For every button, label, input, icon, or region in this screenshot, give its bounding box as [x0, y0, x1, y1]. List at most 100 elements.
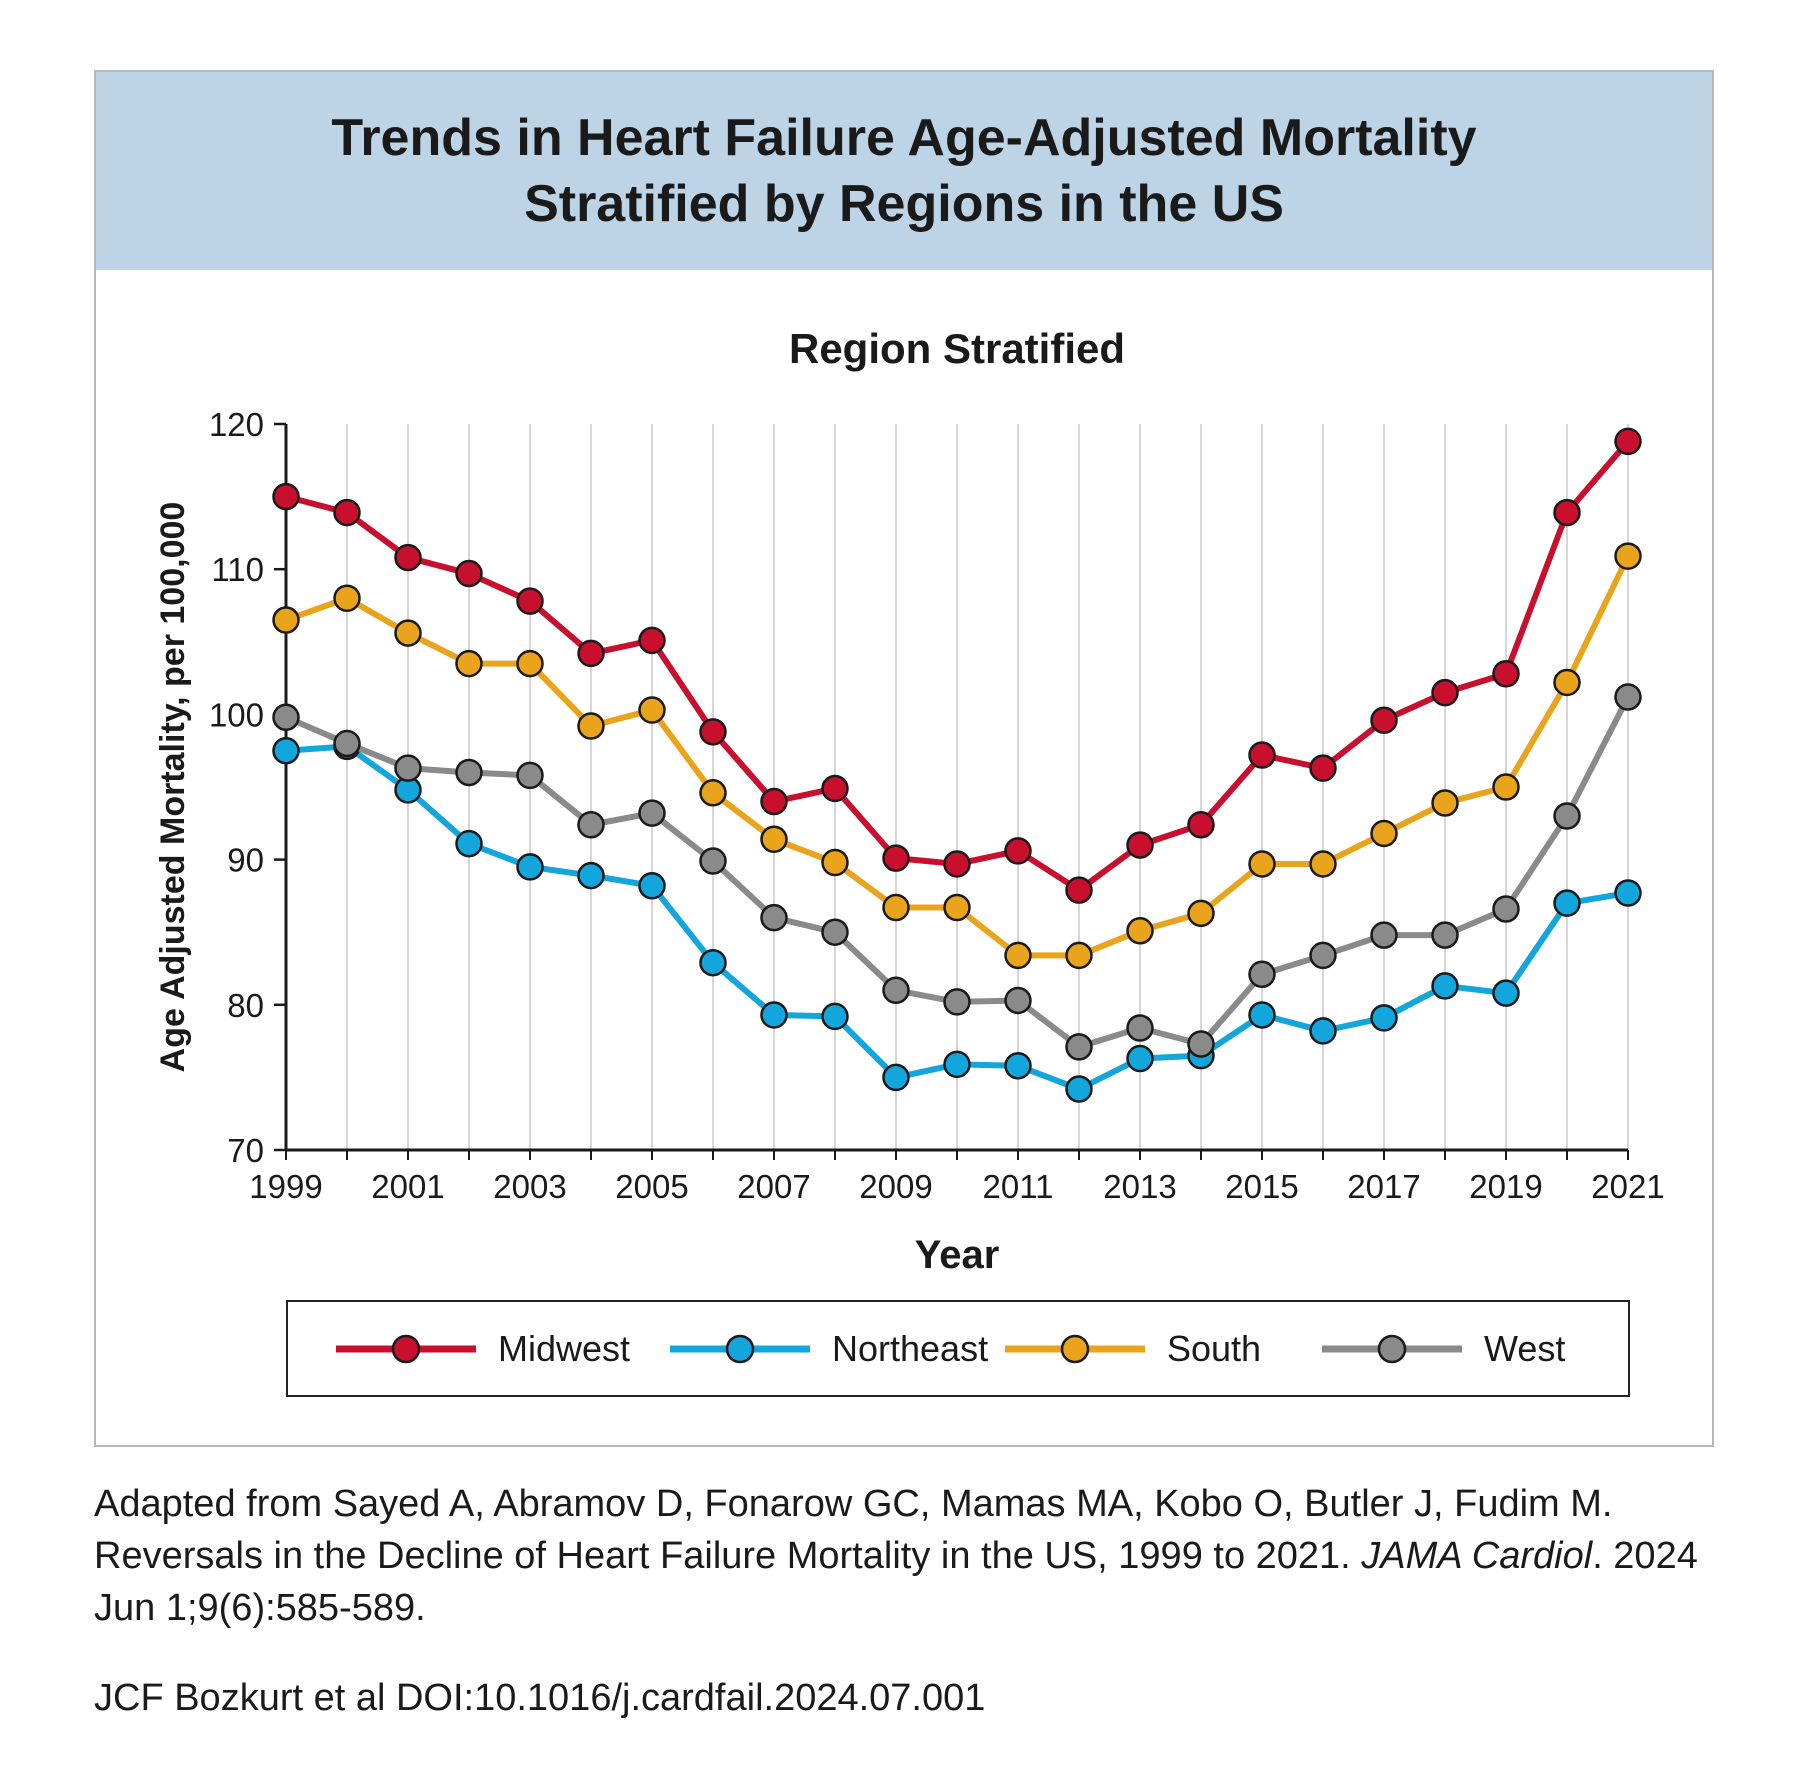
y-tick-label: 110: [211, 551, 264, 588]
data-point-midwest: [394, 543, 422, 572]
data-point-south: [272, 606, 300, 634]
x-tick-label: 2011: [983, 1168, 1054, 1205]
data-point-northeast: [1065, 1075, 1093, 1103]
x-tick-label: 2003: [493, 1168, 566, 1205]
legend-item-midwest: Midwest: [336, 1302, 630, 1395]
data-point-south: [516, 649, 544, 678]
data-point-west: [455, 758, 483, 787]
data-point-west: [1431, 921, 1459, 949]
citation: Adapted from Sayed A, Abramov D, Fonarow…: [94, 1478, 1698, 1634]
data-point-west: [699, 847, 727, 875]
data-point-northeast: [1431, 972, 1459, 1000]
legend-swatch-marker: [725, 1334, 755, 1363]
data-point-midwest: [821, 774, 849, 803]
legend-swatch: [336, 1334, 476, 1363]
data-point-south: [1614, 542, 1642, 570]
citation-text: Reversals in the Decline of Heart Failur…: [94, 1535, 1362, 1577]
doi-line: JCF Bozkurt et al DOI:10.1016/j.cardfail…: [94, 1677, 986, 1719]
data-point-midwest: [1187, 811, 1215, 839]
data-point-northeast: [1248, 1001, 1276, 1029]
data-point-south: [1370, 819, 1398, 848]
data-point-west: [638, 799, 666, 827]
line-chart: 70 80 90 100 110 120 1999 2001 2003 2005 2007 2009 2…: [154, 325, 1665, 1277]
x-tick-label: 2019: [1469, 1168, 1542, 1205]
data-point-west: [577, 811, 605, 839]
data-point-west: [1065, 1033, 1093, 1061]
data-point-west: [1614, 683, 1642, 711]
legend-item-west: West: [1322, 1302, 1565, 1395]
data-point-south: [333, 584, 361, 612]
data-point-midwest: [333, 498, 361, 527]
data-point-south: [1004, 941, 1032, 970]
x-tick-label: 2009: [859, 1168, 932, 1205]
y-tick-label: 70: [227, 1132, 264, 1169]
data-point-south: [943, 893, 971, 922]
data-point-west: [272, 703, 300, 732]
data-point-midwest: [455, 559, 483, 588]
journal-name: JAMA Cardiol: [1361, 1535, 1593, 1577]
legend-swatch: [1005, 1334, 1145, 1363]
data-point-south: [1492, 773, 1520, 801]
data-point-midwest: [1370, 706, 1398, 734]
data-point-northeast: [1370, 1004, 1398, 1032]
legend-swatch-marker: [391, 1334, 421, 1363]
figure-title-line-2: Stratified by Regions in the US: [524, 175, 1284, 233]
data-point-northeast: [1614, 879, 1642, 907]
data-point-west: [1004, 986, 1032, 1015]
data-point-northeast: [1309, 1017, 1337, 1045]
data-point-northeast: [1126, 1044, 1154, 1073]
data-point-northeast: [577, 861, 605, 890]
data-point-south: [455, 649, 483, 678]
x-axis-title: Year: [915, 1233, 1000, 1277]
x-tick-label: 2005: [615, 1168, 688, 1205]
y-tick-label: 80: [227, 987, 264, 1024]
data-point-northeast: [821, 1002, 849, 1031]
data-point-west: [1187, 1030, 1215, 1058]
data-point-northeast: [455, 829, 483, 858]
legend-label: West: [1484, 1327, 1566, 1369]
data-point-midwest: [1492, 659, 1520, 688]
data-point-midwest: [1431, 678, 1459, 707]
x-tick-label: 2015: [1225, 1168, 1298, 1205]
y-tick-label: 120: [209, 406, 264, 443]
data-point-south: [394, 619, 422, 647]
chart-legend: Midwest Northeast South West: [286, 1300, 1630, 1397]
legend-label: Midwest: [498, 1327, 631, 1369]
citation-line-1: Adapted from Sayed A, Abramov D, Fonarow…: [94, 1483, 1613, 1525]
data-point-west: [760, 903, 788, 932]
data-point-northeast: [1553, 889, 1581, 917]
data-point-northeast: [638, 871, 666, 900]
data-point-south: [821, 848, 849, 877]
data-point-west: [333, 729, 361, 758]
x-tick-label: 2007: [737, 1168, 810, 1205]
title-banner: Trends in Heart Failure Age-Adjusted Mor…: [96, 72, 1712, 270]
data-point-south: [1187, 899, 1215, 928]
data-point-midwest: [1614, 427, 1642, 456]
data-point-south: [1309, 850, 1337, 878]
figure-title-line-1: Trends in Heart Failure Age-Adjusted Mor…: [331, 109, 1477, 167]
citation-line-2: Reversals in the Decline of Heart Failur…: [94, 1530, 1698, 1582]
data-point-west: [1248, 960, 1276, 989]
data-point-west: [1126, 1014, 1154, 1042]
data-point-south: [1126, 916, 1154, 945]
data-point-south: [882, 893, 910, 922]
data-point-northeast: [1004, 1052, 1032, 1080]
data-point-midwest: [1065, 876, 1093, 904]
citation-line-3: Jun 1;9(6):585-589.: [94, 1587, 426, 1629]
data-point-midwest: [1126, 831, 1154, 859]
citation-year: . 2024: [1592, 1535, 1698, 1577]
data-point-west: [1492, 895, 1520, 923]
data-point-midwest: [699, 718, 727, 746]
data-point-south: [760, 825, 788, 854]
data-point-midwest: [1004, 837, 1032, 865]
data-point-south: [577, 712, 605, 740]
y-tick-label: 100: [209, 696, 264, 733]
data-point-northeast: [1492, 979, 1520, 1007]
legend-swatch-marker: [1377, 1334, 1407, 1363]
data-point-west: [516, 761, 544, 790]
data-point-west: [1309, 941, 1337, 970]
data-point-midwest: [1553, 498, 1581, 527]
x-tick-label: 1999: [249, 1168, 322, 1205]
legend-label: South: [1167, 1327, 1262, 1369]
data-point-northeast: [882, 1063, 910, 1092]
